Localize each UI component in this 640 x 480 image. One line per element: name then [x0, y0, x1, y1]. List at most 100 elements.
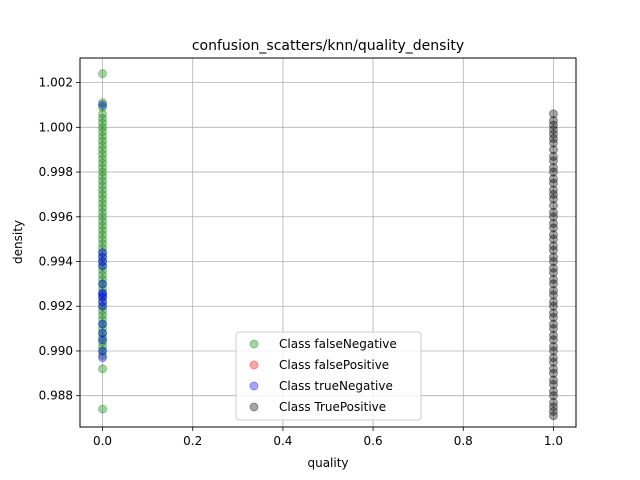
data-point — [98, 404, 108, 414]
data-point — [98, 337, 108, 347]
data-point — [548, 406, 558, 416]
legend-marker — [249, 360, 259, 370]
legend-label: Class TruePositive — [279, 400, 386, 414]
data-point — [98, 100, 108, 110]
data-point — [98, 261, 108, 271]
data-point — [98, 297, 108, 307]
data-point — [98, 346, 108, 356]
x-tick-label: 0.8 — [454, 434, 473, 448]
data-point — [98, 301, 108, 311]
data-point — [548, 218, 558, 228]
data-point — [98, 189, 108, 199]
data-point — [98, 319, 108, 329]
series-class-truepositive — [548, 109, 558, 421]
y-tick-label: 0.988 — [39, 389, 73, 403]
data-point — [98, 310, 108, 320]
data-point — [98, 270, 108, 280]
y-tick-label: 1.002 — [39, 76, 73, 90]
data-point — [548, 364, 558, 374]
data-point — [548, 411, 558, 421]
data-point — [98, 274, 108, 284]
data-point — [98, 207, 108, 217]
data-point — [98, 252, 108, 262]
legend-label: Class falsePositive — [279, 358, 389, 372]
data-point — [98, 279, 108, 289]
data-point — [548, 167, 558, 177]
data-point — [548, 223, 558, 233]
y-tick-label: 1.000 — [39, 120, 73, 134]
data-point — [548, 391, 558, 401]
data-points — [98, 69, 558, 421]
y-tick-label: 0.992 — [39, 299, 73, 313]
y-tick-label: 0.990 — [39, 344, 73, 358]
data-point — [548, 319, 558, 329]
x-tick-label: 0.2 — [183, 434, 202, 448]
data-point — [98, 122, 108, 132]
data-point — [98, 234, 108, 244]
data-point — [98, 257, 108, 267]
data-point — [98, 221, 108, 231]
data-point — [548, 397, 558, 407]
data-point — [98, 319, 108, 329]
y-tick-label: 0.994 — [39, 255, 73, 269]
y-axis-label: density — [11, 220, 25, 264]
data-point — [548, 174, 558, 184]
data-point — [98, 149, 108, 159]
data-point — [548, 234, 558, 244]
data-point — [548, 116, 558, 126]
data-point — [548, 129, 558, 139]
data-point — [98, 216, 108, 226]
data-point — [98, 212, 108, 222]
data-point — [548, 120, 558, 130]
data-point — [98, 167, 108, 177]
data-point — [98, 136, 108, 146]
legend: Class falseNegative Class falsePositive Cl… — [235, 331, 422, 421]
data-point — [98, 306, 108, 316]
data-point — [98, 283, 108, 293]
data-point — [98, 185, 108, 195]
data-point — [98, 194, 108, 204]
x-axis-label: quality — [307, 456, 348, 470]
series-class-falsenegative — [98, 69, 108, 414]
data-point — [98, 328, 108, 338]
data-point — [98, 333, 108, 343]
data-point — [548, 163, 558, 173]
data-point — [548, 290, 558, 300]
legend-marker — [249, 402, 259, 412]
plot-frame — [79, 57, 577, 428]
data-point — [98, 288, 108, 298]
data-point — [98, 145, 108, 155]
data-point — [98, 261, 108, 271]
data-point — [548, 156, 558, 166]
data-point — [98, 176, 108, 186]
data-point — [98, 335, 108, 345]
data-point — [98, 163, 108, 173]
legend-box — [235, 331, 422, 421]
legend-marker — [249, 381, 259, 391]
data-point — [98, 353, 108, 363]
x-axis-ticks: 0.0 0.2 0.4 0.6 0.8 1.0 — [93, 427, 563, 448]
data-point — [548, 312, 558, 322]
series-class-truenegative — [98, 100, 108, 363]
x-tick-label: 1.0 — [544, 434, 563, 448]
data-point — [548, 145, 558, 155]
data-point — [98, 109, 108, 119]
data-point — [98, 290, 108, 300]
data-point — [98, 248, 108, 258]
data-point — [548, 245, 558, 255]
data-point — [548, 178, 558, 188]
data-point — [98, 127, 108, 137]
data-point — [548, 230, 558, 240]
data-point — [98, 328, 108, 338]
data-point — [548, 279, 558, 289]
data-point — [98, 252, 108, 262]
data-point — [548, 297, 558, 307]
data-point — [548, 386, 558, 396]
legend-marker — [249, 339, 259, 349]
data-point — [548, 357, 558, 367]
data-point — [548, 151, 558, 161]
y-axis-ticks: 0.988 0.990 0.992 0.994 0.996 0.998 1.000 1.002 — [39, 76, 80, 403]
data-point — [548, 268, 558, 278]
data-point — [98, 364, 108, 374]
data-point — [548, 212, 558, 222]
